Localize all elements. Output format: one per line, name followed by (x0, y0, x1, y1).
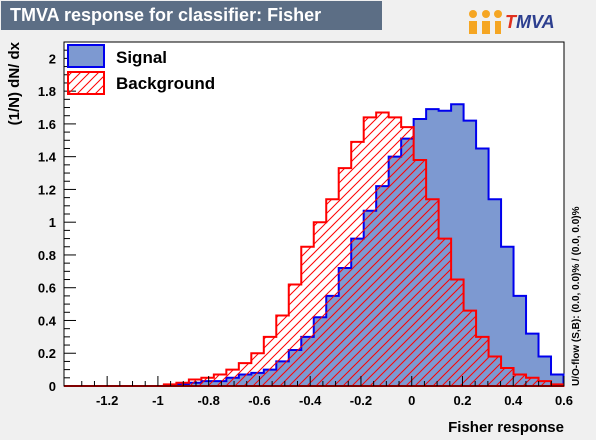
logo-first-letter: T (505, 12, 516, 32)
y-tick-label: 2 (49, 51, 56, 66)
legend-background-swatch (67, 71, 105, 95)
x-tick-label: -0.2 (350, 393, 372, 408)
y-tick-label: 0.2 (38, 346, 56, 361)
x-axis-title: Fisher response (448, 419, 564, 436)
x-tick-label: 0.2 (453, 393, 471, 408)
legend-signal-swatch (67, 44, 105, 68)
x-tick-label: 0.6 (555, 393, 573, 408)
chart-title: TMVA response for classifier: Fisher (10, 5, 322, 25)
legend-background-label: Background (116, 74, 215, 93)
y-tick-label: 1.4 (38, 150, 57, 165)
logo-rest: MVA (516, 12, 555, 32)
x-tick-label: -1 (152, 393, 164, 408)
y-tick-label: 1 (49, 215, 56, 230)
y-tick-label: 1.8 (38, 84, 56, 99)
x-tick-label: -0.4 (299, 393, 322, 408)
y-tick-label: 0.6 (38, 281, 56, 296)
background-series (64, 111, 565, 387)
legend-signal-label: Signal (116, 48, 167, 67)
tmva-logo: TMVA (468, 8, 564, 36)
x-tick-label: -1.2 (96, 393, 118, 408)
overflow-label: U/O-flow (S,B): (0.0, 0.0)% / (0.0, 0.0)… (571, 206, 582, 386)
tmva-logo-icon (469, 10, 502, 34)
y-tick-label: 0 (49, 379, 56, 394)
x-tick-label: -0.6 (248, 393, 270, 408)
tmva-logo-text: TMVA (505, 12, 555, 33)
y-tick-label: 1.6 (38, 117, 56, 132)
title-bar: TMVA response for classifier: Fisher (1, 1, 382, 30)
y-axis-title: (1/N) dN/ dx (6, 41, 23, 125)
axes: -1.2 -1 -0.8 -0.6 -0.4 -0.2 0 0.2 0.4 0.6 0 0.2 0.4 0… (38, 41, 573, 408)
y-tick-label: 0.8 (38, 248, 56, 263)
y-tick-label: 0.4 (38, 313, 57, 328)
background-histogram (64, 111, 565, 387)
x-tick-label: -0.8 (197, 393, 219, 408)
legend: Signal Background (67, 44, 215, 95)
x-tick-label: 0 (408, 393, 415, 408)
x-tick-label: 0.4 (504, 393, 523, 408)
y-tick-label: 1.2 (38, 182, 56, 197)
